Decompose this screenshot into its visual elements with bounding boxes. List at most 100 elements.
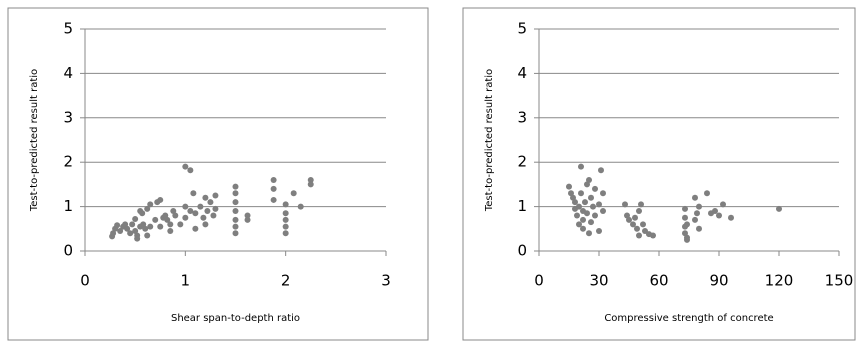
point bbox=[244, 216, 251, 223]
point bbox=[212, 205, 219, 212]
point bbox=[588, 219, 594, 226]
point bbox=[682, 214, 688, 221]
x-tick-label: 30 bbox=[589, 272, 608, 290]
point bbox=[204, 208, 211, 215]
point bbox=[282, 230, 289, 237]
x-tick-label: 0 bbox=[80, 272, 90, 290]
y-tick-label: 5 bbox=[517, 20, 527, 38]
point bbox=[566, 183, 572, 190]
point bbox=[596, 228, 602, 235]
point bbox=[634, 225, 640, 232]
x-tick-label: 150 bbox=[825, 272, 854, 290]
y-tick-label: 4 bbox=[63, 64, 73, 82]
point bbox=[197, 203, 204, 210]
point bbox=[578, 190, 584, 197]
point bbox=[282, 201, 289, 208]
point bbox=[626, 216, 632, 223]
point bbox=[576, 221, 582, 228]
x-axis-title: Shear span-to-depth ratio bbox=[171, 313, 300, 324]
point bbox=[142, 225, 149, 232]
point bbox=[232, 208, 239, 215]
point bbox=[650, 232, 656, 239]
point bbox=[592, 185, 598, 192]
point bbox=[192, 210, 199, 217]
point bbox=[578, 163, 584, 170]
point bbox=[147, 201, 154, 208]
point bbox=[590, 203, 596, 210]
point bbox=[582, 199, 588, 206]
point bbox=[684, 234, 690, 241]
point bbox=[592, 212, 598, 219]
x-tick-label: 90 bbox=[709, 272, 728, 290]
point bbox=[728, 214, 734, 221]
point bbox=[776, 205, 782, 212]
point bbox=[129, 221, 136, 228]
y-tick-label: 3 bbox=[63, 108, 73, 126]
point bbox=[124, 225, 131, 232]
point bbox=[232, 223, 239, 230]
point bbox=[580, 216, 586, 223]
y-tick-label: 3 bbox=[517, 108, 527, 126]
chart-frame bbox=[462, 7, 856, 341]
point bbox=[307, 181, 314, 188]
point bbox=[187, 208, 194, 215]
point bbox=[307, 176, 314, 183]
point bbox=[202, 194, 209, 201]
x-axis-title: Compressive strength of concrete bbox=[604, 313, 773, 324]
point bbox=[282, 216, 289, 223]
point bbox=[704, 190, 710, 197]
point bbox=[127, 230, 134, 237]
point bbox=[164, 216, 171, 223]
x-tick-label: 60 bbox=[649, 272, 668, 290]
point bbox=[682, 205, 688, 212]
y-tick-label: 1 bbox=[63, 197, 73, 215]
point bbox=[576, 203, 582, 210]
point bbox=[167, 221, 174, 228]
point bbox=[586, 230, 592, 237]
point bbox=[157, 196, 164, 203]
point bbox=[694, 210, 700, 217]
point bbox=[636, 208, 642, 215]
point bbox=[207, 199, 214, 206]
y-tick-label: 2 bbox=[517, 153, 527, 171]
point bbox=[157, 223, 164, 230]
point bbox=[696, 203, 702, 210]
point bbox=[182, 163, 189, 170]
point bbox=[638, 201, 644, 208]
point bbox=[720, 201, 726, 208]
chart-frame bbox=[7, 7, 429, 341]
point bbox=[600, 208, 606, 215]
point bbox=[586, 176, 592, 183]
x-tick-label: 2 bbox=[281, 272, 291, 290]
point bbox=[232, 230, 239, 237]
point bbox=[282, 210, 289, 217]
point bbox=[270, 176, 277, 183]
point bbox=[270, 196, 277, 203]
point bbox=[134, 235, 141, 242]
point bbox=[202, 221, 209, 228]
y-tick-label: 1 bbox=[517, 197, 527, 215]
point bbox=[270, 185, 277, 192]
point bbox=[190, 190, 197, 197]
point bbox=[172, 212, 179, 219]
point bbox=[640, 221, 646, 228]
point bbox=[114, 222, 121, 229]
point bbox=[182, 203, 189, 210]
point bbox=[580, 225, 586, 232]
point bbox=[572, 199, 578, 206]
point bbox=[692, 194, 698, 201]
point bbox=[598, 167, 604, 174]
point bbox=[622, 201, 628, 208]
point bbox=[632, 214, 638, 221]
point bbox=[232, 183, 239, 190]
point bbox=[692, 216, 698, 223]
y-axis-title: Test-to-predicted result ratio bbox=[484, 69, 495, 212]
y-tick-label: 2 bbox=[63, 153, 73, 171]
point bbox=[187, 167, 194, 174]
y-axis-title: Test-to-predicted result ratio bbox=[29, 69, 40, 212]
point bbox=[144, 232, 151, 239]
point bbox=[588, 194, 594, 201]
point bbox=[290, 190, 297, 197]
point bbox=[200, 214, 207, 221]
